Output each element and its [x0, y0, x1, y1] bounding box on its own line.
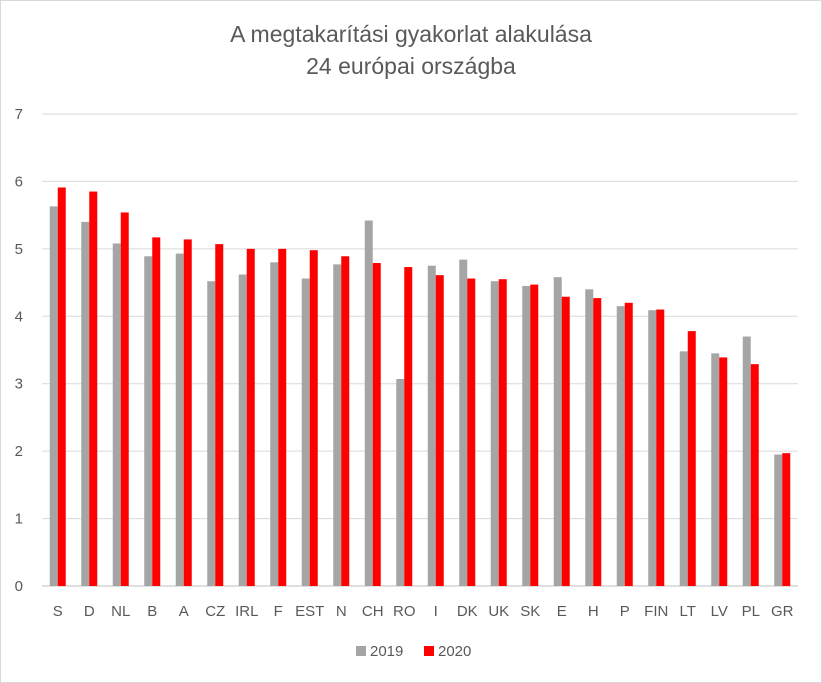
bar-2019-DK [459, 259, 468, 586]
bar-2019-LT [679, 351, 688, 586]
x-tick-label: LT [680, 603, 696, 620]
bar-2020-F [278, 248, 287, 586]
bar-2019-I [427, 265, 436, 586]
x-tick-label: NL [111, 603, 130, 620]
bar-2019-N [333, 264, 342, 586]
bar-2019-IRL [238, 274, 247, 586]
x-tick-label: PL [742, 603, 760, 620]
x-tick-label: H [588, 603, 599, 620]
y-tick-label: 6 [15, 173, 23, 190]
bar-2020-B [152, 237, 161, 586]
x-tick-label: D [84, 603, 95, 620]
legend-label-2019: 2019 [370, 643, 403, 660]
bar-2019-D [81, 221, 90, 586]
x-tick-label: E [557, 603, 567, 620]
y-tick-label: 2 [15, 443, 23, 460]
x-tick-label: FIN [644, 603, 668, 620]
bar-2020-LV [719, 357, 728, 586]
bar-2020-D [89, 191, 98, 587]
x-tick-label: UK [488, 603, 509, 620]
bar-2019-A [175, 253, 184, 586]
bar-2019-UK [490, 281, 499, 586]
y-tick-label: 1 [15, 511, 23, 528]
bar-2020-E [561, 296, 570, 586]
bar-2019-FIN [648, 310, 657, 586]
bar-2020-IRL [246, 248, 255, 586]
legend-label-2020: 2020 [438, 643, 471, 660]
x-tick-label: DK [457, 603, 478, 620]
bar-2020-S [57, 187, 66, 587]
bar-2019-CH [364, 220, 373, 586]
bar-2020-CH [372, 263, 381, 586]
chart-title-line-2: 24 európai országba [306, 53, 516, 79]
chart-title: A megtakarítási gyakorlat alakulása 24 e… [0, 18, 822, 82]
bar-2020-N [341, 256, 350, 586]
y-tick-label: 7 [15, 106, 23, 123]
x-tick-label: GR [771, 603, 794, 620]
bar-2020-LT [687, 331, 696, 586]
bar-2020-CZ [215, 244, 224, 586]
y-axis-ticks: 0 1 2 3 4 5 6 7 [15, 106, 23, 595]
x-tick-label: S [53, 603, 63, 620]
x-tick-label: B [147, 603, 157, 620]
bar-2019-E [553, 277, 562, 586]
bar-2019-RO [396, 378, 405, 586]
x-tick-label: SK [520, 603, 540, 620]
chart-title-line-1: A megtakarítási gyakorlat alakulása [230, 21, 592, 47]
bar-2020-H [593, 298, 602, 586]
bar-2020-SK [530, 284, 539, 586]
y-tick-label: 0 [15, 578, 23, 595]
bar-2020-DK [467, 278, 476, 586]
bar-2020-GR [782, 453, 791, 586]
legend-swatch-2019 [356, 646, 366, 656]
bar-2020-RO [404, 267, 413, 586]
x-axis-labels: S D NL B A CZ IRL F EST N CH RO I DK UK SK E H P FIN LT LV PL G… [53, 603, 794, 620]
bar-2019-EST [301, 278, 310, 586]
bar-2019-B [144, 256, 153, 586]
bar-2019-PL [742, 336, 751, 586]
y-tick-label: 5 [15, 241, 23, 258]
x-tick-label: RO [393, 603, 416, 620]
x-tick-label: CZ [205, 603, 225, 620]
bar-2019-H [585, 289, 594, 586]
bar-2020-PL [750, 364, 759, 586]
bar-2020-UK [498, 279, 507, 586]
gridlines [42, 113, 798, 587]
x-tick-label: A [179, 603, 189, 620]
bar-2019-GR [774, 454, 783, 586]
legend-swatch-2020 [424, 646, 434, 656]
bar-2020-A [183, 239, 192, 586]
y-tick-label: 3 [15, 376, 23, 393]
bar-2019-SK [522, 285, 531, 586]
x-tick-label: LV [711, 603, 728, 620]
bar-2019-S [49, 206, 58, 586]
x-tick-label: EST [295, 603, 324, 620]
bar-2020-P [624, 302, 633, 586]
x-tick-label: IRL [235, 603, 258, 620]
x-tick-label: F [274, 603, 283, 620]
bar-2019-P [616, 306, 625, 586]
x-tick-label: CH [362, 603, 384, 620]
bar-2019-F [270, 262, 279, 586]
bar-2019-NL [112, 243, 121, 586]
x-tick-label: N [336, 603, 347, 620]
x-tick-label: I [434, 603, 438, 620]
y-tick-label: 4 [15, 308, 23, 325]
bar-2020-NL [120, 212, 129, 586]
bar-2020-EST [309, 250, 318, 586]
x-tick-label: P [620, 603, 630, 620]
bar-2020-FIN [656, 309, 665, 586]
bar-2019-CZ [207, 281, 216, 586]
bars [49, 187, 791, 587]
bar-2019-LV [711, 353, 720, 586]
bar-2020-I [435, 275, 444, 586]
legend: 2019 2020 [356, 643, 471, 660]
